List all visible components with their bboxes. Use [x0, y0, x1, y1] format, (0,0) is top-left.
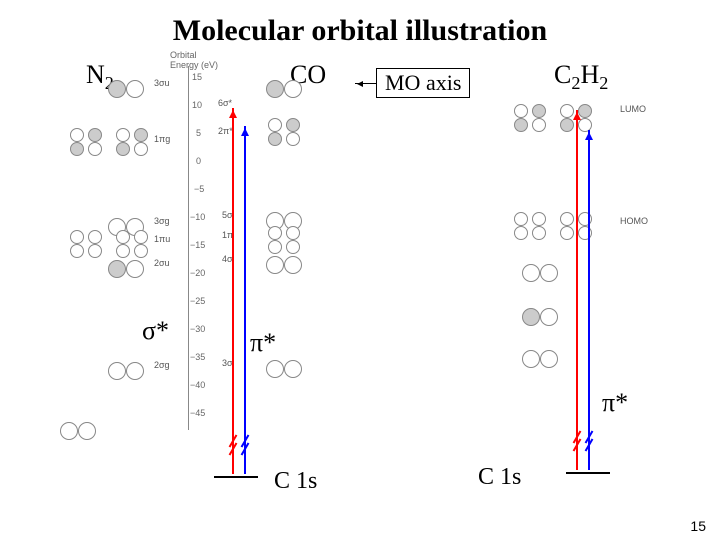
c1s-co-label: C 1s	[274, 468, 317, 495]
species-c2h2: C2H2	[554, 60, 608, 94]
orbital-icon	[60, 420, 96, 440]
orbital-icon	[266, 358, 302, 378]
energy-tick: −10	[190, 212, 205, 222]
pi-star-co-label: π*	[250, 328, 276, 358]
orbital-icon	[512, 104, 548, 132]
orbital-icon	[68, 128, 104, 156]
energy-tick: 5	[196, 128, 201, 138]
energy-tick: 0	[196, 156, 201, 166]
mo-label: HOMO	[620, 216, 648, 226]
orbital-icon	[512, 212, 548, 240]
energy-tick: −45	[190, 408, 205, 418]
orbital-icon	[522, 306, 558, 326]
mo-label: 2σu	[154, 258, 170, 268]
level-bar-co	[214, 476, 258, 478]
pi-star-c2h2-label: π*	[602, 388, 628, 418]
orbital-icon	[68, 230, 104, 258]
orbital-icon	[114, 128, 150, 156]
energy-tick: −15	[190, 240, 205, 250]
energy-tick: −30	[190, 324, 205, 334]
orbital-icon	[108, 360, 144, 380]
energy-tick: −25	[190, 296, 205, 306]
energy-tick: −40	[190, 380, 205, 390]
orbital-icon	[266, 78, 302, 98]
energy-tick: −20	[190, 268, 205, 278]
orbital-icon	[522, 262, 558, 282]
c1s-c2h2-label: C 1s	[478, 464, 521, 491]
energy-axis-label: OrbitalEnergy (eV)	[170, 50, 220, 70]
mo-label: 3σu	[154, 78, 170, 88]
energy-tick: −5	[194, 184, 204, 194]
energy-tick: 10	[192, 100, 202, 110]
title-text: Molecular orbital illustration	[173, 14, 547, 47]
energy-tick: 15	[192, 72, 202, 82]
mo-label: LUMO	[620, 104, 646, 114]
sigma-star-label: σ*	[142, 316, 169, 346]
mo-label: 1πu	[154, 234, 170, 244]
energy-axis	[188, 66, 189, 430]
orbital-icon	[266, 254, 302, 274]
mo-label: 2σg	[154, 360, 170, 370]
energy-tick: −35	[190, 352, 205, 362]
arrow-left-icon	[355, 83, 377, 84]
orbital-icon	[266, 226, 302, 254]
mo-label: 3σg	[154, 216, 170, 226]
mo-axis-label: MO axis	[376, 68, 470, 98]
orbital-icon	[114, 230, 150, 258]
mo-label: 5σ	[222, 210, 233, 220]
orbital-icon	[522, 348, 558, 368]
mo-axis-text: MO axis	[385, 70, 461, 95]
mo-label: 1πg	[154, 134, 170, 144]
page-title: Molecular orbital illustration	[0, 14, 720, 48]
mo-label: 2π*	[218, 126, 233, 136]
orbital-icon	[108, 78, 144, 98]
orbital-icon	[108, 258, 144, 278]
mo-label: 4σ	[222, 254, 233, 264]
level-bar-c2h2	[566, 472, 610, 474]
slide-number: 15	[690, 518, 706, 534]
orbital-icon	[266, 118, 302, 146]
mo-label: 3σ	[222, 358, 233, 368]
